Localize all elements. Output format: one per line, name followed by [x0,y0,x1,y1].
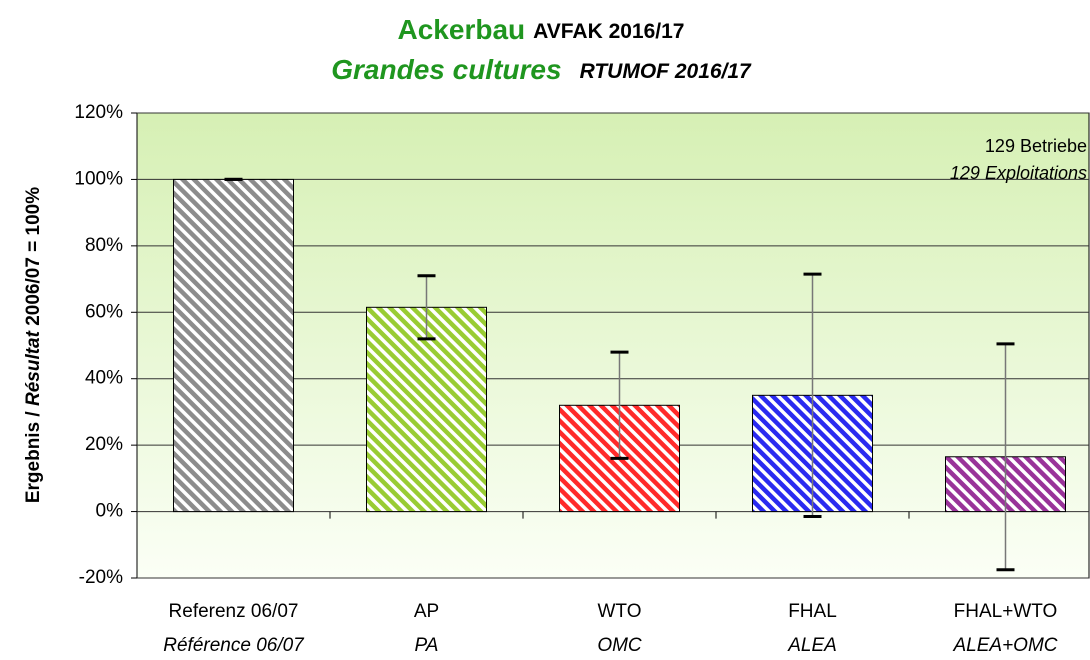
y-tick-label: 40% [85,368,123,389]
x-tick-label: AP [414,601,439,622]
y-axis-label: Ergebnis / Résultat 2006/07 = 100% [23,187,44,503]
bar [173,178,294,513]
bar [366,306,487,513]
y-tick-label: 60% [85,301,123,322]
y-label-part: Ergebnis / [23,406,44,503]
x-tick-label: Referenz 06/07 [169,601,299,622]
y-tick-label: 80% [85,235,123,256]
error-bar [996,342,1015,572]
error-bar [610,350,629,460]
y-tick-label: 100% [74,168,123,189]
annotation: 129 Exploitations [950,163,1087,183]
y-tick-label: 120% [74,102,123,123]
subtitle-suffix: RTUMOF 2016/17 [580,60,752,83]
x-tick-label: FHAL+WTO [954,601,1058,622]
title: Ackerbau [398,14,526,45]
subtitle: Grandes cultures [331,54,561,85]
y-label-part: 2006/07 = 100% [23,187,44,331]
x-tick-label-fr: OMC [597,635,642,656]
y-tick-label: 20% [85,434,123,455]
annotation: 129 Betriebe [985,136,1087,156]
error-bar [803,272,822,519]
y-tick-label: -20% [79,567,123,588]
x-tick-label-fr: ALEA [787,635,837,656]
x-tick-label-fr: Référence 06/07 [163,635,305,656]
chart-title: Ackerbau AVFAK 2016/17 [398,14,685,45]
y-label-part: Résultat [23,330,44,406]
y-tick-label: 0% [96,501,124,522]
x-tick-label-fr: PA [415,635,439,656]
chart-subtitle: Grandes cultures RTUMOF 2016/17 [331,54,752,85]
error-bar [417,274,436,341]
title-suffix: AVFAK 2016/17 [533,20,684,43]
x-tick-label-fr: ALEA+OMC [952,635,1057,656]
x-tick-label: FHAL [788,601,837,622]
x-tick-label: WTO [598,601,642,622]
